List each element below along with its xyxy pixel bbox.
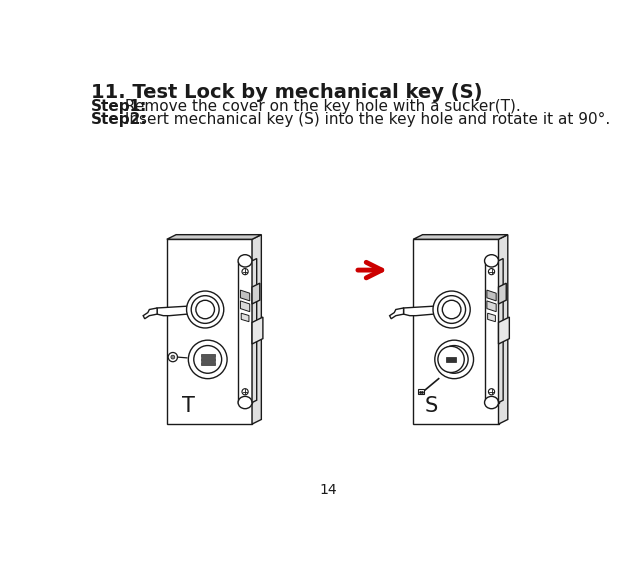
- Polygon shape: [488, 313, 495, 321]
- Polygon shape: [499, 283, 506, 304]
- Polygon shape: [241, 313, 249, 321]
- Polygon shape: [499, 259, 503, 403]
- Polygon shape: [499, 317, 509, 344]
- Polygon shape: [418, 389, 424, 394]
- Text: Insert mechanical key (S) into the key hole and rotate it at 90°.: Insert mechanical key (S) into the key h…: [120, 112, 610, 127]
- Circle shape: [438, 295, 465, 323]
- Ellipse shape: [238, 255, 252, 267]
- Circle shape: [188, 340, 227, 378]
- Text: 14: 14: [319, 483, 337, 497]
- Circle shape: [194, 346, 221, 373]
- Text: Remove the cover on the key hole with a sucker(T).: Remove the cover on the key hole with a …: [120, 99, 520, 114]
- Polygon shape: [487, 301, 496, 312]
- Circle shape: [435, 340, 474, 378]
- Circle shape: [171, 355, 175, 359]
- Ellipse shape: [238, 396, 252, 409]
- Polygon shape: [241, 290, 250, 301]
- Ellipse shape: [484, 396, 499, 409]
- Polygon shape: [252, 283, 260, 304]
- Circle shape: [187, 291, 224, 328]
- Circle shape: [196, 300, 214, 319]
- Polygon shape: [499, 234, 508, 424]
- Text: Step2:: Step2:: [91, 112, 147, 127]
- Text: 11. Test Lock by mechanical key (S): 11. Test Lock by mechanical key (S): [91, 83, 483, 102]
- Polygon shape: [413, 239, 499, 424]
- Circle shape: [433, 291, 470, 328]
- Polygon shape: [487, 290, 496, 301]
- Polygon shape: [252, 259, 257, 403]
- Polygon shape: [390, 308, 404, 319]
- Polygon shape: [167, 239, 252, 424]
- Polygon shape: [252, 317, 263, 344]
- Circle shape: [191, 295, 219, 323]
- Polygon shape: [143, 308, 157, 319]
- Polygon shape: [167, 234, 261, 239]
- Polygon shape: [157, 306, 196, 316]
- Text: Step1:: Step1:: [91, 99, 147, 114]
- Polygon shape: [252, 234, 261, 424]
- Polygon shape: [445, 357, 456, 362]
- Circle shape: [242, 268, 248, 275]
- Polygon shape: [238, 261, 252, 403]
- Polygon shape: [201, 354, 214, 357]
- Text: S: S: [425, 396, 438, 416]
- Polygon shape: [413, 234, 508, 239]
- Polygon shape: [241, 301, 250, 312]
- Polygon shape: [484, 261, 499, 403]
- Text: T: T: [182, 396, 195, 416]
- Circle shape: [488, 389, 495, 395]
- Ellipse shape: [484, 255, 499, 267]
- Polygon shape: [404, 306, 442, 316]
- Circle shape: [438, 346, 464, 373]
- Circle shape: [442, 300, 461, 319]
- Circle shape: [242, 389, 248, 395]
- Circle shape: [168, 353, 177, 362]
- Polygon shape: [201, 358, 214, 361]
- Polygon shape: [201, 362, 214, 365]
- Circle shape: [440, 346, 468, 373]
- Circle shape: [488, 268, 495, 275]
